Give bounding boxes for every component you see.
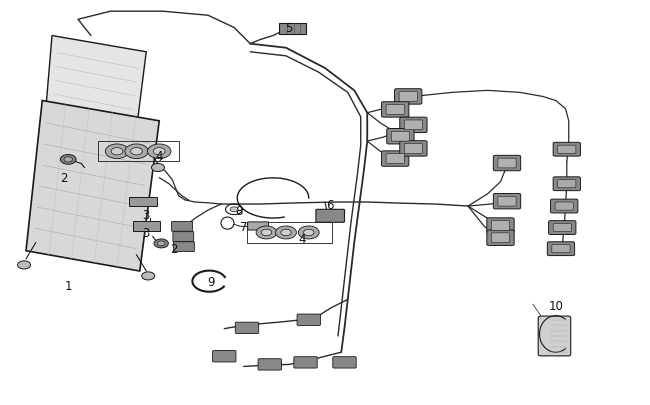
FancyBboxPatch shape xyxy=(387,129,414,145)
FancyBboxPatch shape xyxy=(491,233,510,243)
Circle shape xyxy=(261,230,272,236)
Polygon shape xyxy=(26,101,159,271)
FancyBboxPatch shape xyxy=(493,194,521,209)
FancyBboxPatch shape xyxy=(498,159,516,168)
Polygon shape xyxy=(46,36,146,130)
FancyBboxPatch shape xyxy=(174,242,194,252)
Text: 4: 4 xyxy=(155,149,163,162)
FancyBboxPatch shape xyxy=(558,180,576,188)
Text: 6: 6 xyxy=(326,198,333,211)
FancyBboxPatch shape xyxy=(316,210,344,223)
Circle shape xyxy=(151,164,164,172)
Circle shape xyxy=(125,145,148,159)
Text: 3: 3 xyxy=(142,226,150,239)
FancyBboxPatch shape xyxy=(129,197,157,207)
Circle shape xyxy=(157,241,165,246)
Circle shape xyxy=(276,226,296,239)
Circle shape xyxy=(105,145,129,159)
Circle shape xyxy=(304,230,314,236)
Text: 2: 2 xyxy=(60,172,68,185)
FancyBboxPatch shape xyxy=(172,222,192,232)
Circle shape xyxy=(111,148,123,156)
FancyBboxPatch shape xyxy=(487,230,514,246)
FancyBboxPatch shape xyxy=(391,132,410,142)
FancyBboxPatch shape xyxy=(498,197,516,207)
FancyBboxPatch shape xyxy=(487,218,514,234)
Text: 9: 9 xyxy=(207,275,215,288)
Circle shape xyxy=(154,239,168,248)
Text: 5: 5 xyxy=(285,22,293,35)
FancyBboxPatch shape xyxy=(248,222,268,230)
FancyBboxPatch shape xyxy=(235,322,259,334)
FancyBboxPatch shape xyxy=(547,242,575,256)
FancyBboxPatch shape xyxy=(386,154,404,164)
Text: 2: 2 xyxy=(170,243,178,256)
FancyBboxPatch shape xyxy=(395,90,422,105)
Circle shape xyxy=(230,207,238,212)
FancyBboxPatch shape xyxy=(258,359,281,370)
FancyBboxPatch shape xyxy=(491,221,510,231)
FancyBboxPatch shape xyxy=(400,118,427,133)
FancyBboxPatch shape xyxy=(382,102,409,118)
FancyBboxPatch shape xyxy=(382,151,409,167)
FancyBboxPatch shape xyxy=(555,202,573,211)
FancyBboxPatch shape xyxy=(404,121,422,130)
Text: 8: 8 xyxy=(235,204,243,217)
FancyBboxPatch shape xyxy=(549,221,576,235)
Circle shape xyxy=(256,226,277,239)
Circle shape xyxy=(153,148,165,156)
Text: 3: 3 xyxy=(142,208,150,221)
FancyBboxPatch shape xyxy=(173,232,194,242)
FancyBboxPatch shape xyxy=(551,200,578,213)
Text: 7: 7 xyxy=(240,220,248,233)
FancyBboxPatch shape xyxy=(404,144,422,154)
Text: 1: 1 xyxy=(64,279,72,292)
FancyBboxPatch shape xyxy=(297,314,320,326)
FancyBboxPatch shape xyxy=(538,316,571,356)
FancyBboxPatch shape xyxy=(333,357,356,368)
Circle shape xyxy=(131,148,142,156)
FancyBboxPatch shape xyxy=(558,146,576,154)
Circle shape xyxy=(298,226,319,239)
FancyBboxPatch shape xyxy=(399,92,417,102)
Circle shape xyxy=(64,157,73,163)
Circle shape xyxy=(18,261,31,269)
FancyBboxPatch shape xyxy=(553,224,571,232)
Circle shape xyxy=(148,145,171,159)
FancyBboxPatch shape xyxy=(553,143,580,157)
FancyBboxPatch shape xyxy=(400,141,427,157)
FancyBboxPatch shape xyxy=(279,23,306,35)
FancyBboxPatch shape xyxy=(386,105,404,115)
FancyBboxPatch shape xyxy=(133,222,160,231)
FancyBboxPatch shape xyxy=(553,177,580,191)
Circle shape xyxy=(281,230,291,236)
Circle shape xyxy=(142,272,155,280)
FancyBboxPatch shape xyxy=(493,156,521,171)
FancyBboxPatch shape xyxy=(213,351,236,362)
Text: 10: 10 xyxy=(549,299,563,312)
FancyBboxPatch shape xyxy=(294,357,317,368)
Circle shape xyxy=(60,155,76,165)
FancyBboxPatch shape xyxy=(552,245,570,253)
Text: 4: 4 xyxy=(298,232,306,245)
